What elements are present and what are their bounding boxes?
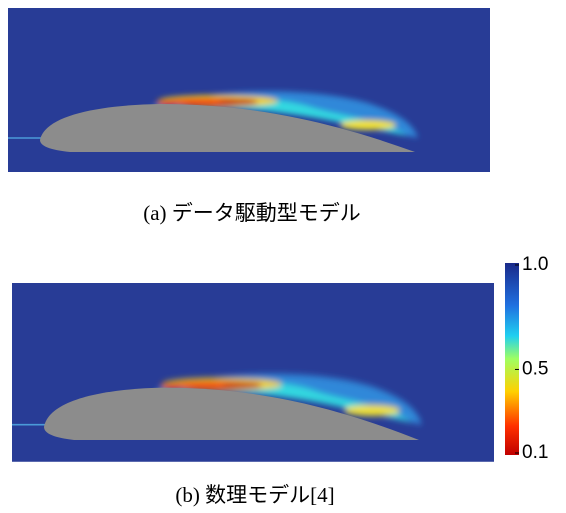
colorbar-tick-label: 0.1 xyxy=(522,442,548,463)
panel-b-field xyxy=(12,283,494,462)
colorbar-tick-label: 0.5 xyxy=(522,358,548,379)
panel-a-field xyxy=(8,8,490,172)
colorbar-tick-label: 1.0 xyxy=(522,254,548,275)
caption: (a) データ駆動型モデル xyxy=(143,201,361,225)
colorbar xyxy=(505,263,519,455)
caption: (b) 数理モデル[4] xyxy=(175,483,334,507)
